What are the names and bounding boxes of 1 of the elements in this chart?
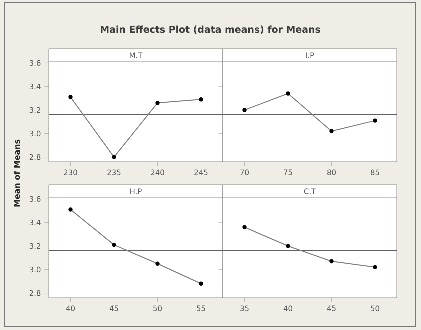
chart-title: Main Effects Plot (data means) for Means	[101, 26, 320, 34]
